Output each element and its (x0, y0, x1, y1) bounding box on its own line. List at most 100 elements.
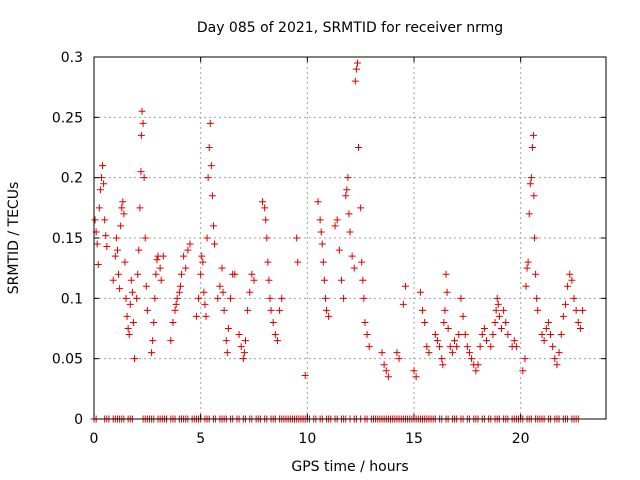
axis-ticks: 0 5 10 15 20 0 0.05 0.1 0.15 0.2 0.25 0.3 (52, 50, 606, 447)
data-point (95, 204, 103, 212)
data-point (208, 192, 216, 200)
data-point (131, 355, 139, 363)
data-point (495, 312, 503, 320)
data-point (530, 192, 538, 200)
data-point (204, 174, 212, 182)
data-point (561, 300, 569, 308)
data-point (555, 349, 563, 357)
data-point (333, 216, 341, 224)
y-tick-label: 0.3 (61, 50, 83, 66)
data-point (301, 372, 309, 380)
data-point (231, 270, 239, 278)
data-point (361, 318, 369, 326)
data-point (157, 276, 165, 284)
x-tick-label: 0 (90, 431, 99, 447)
data-point (241, 337, 249, 345)
x-tick-label: 5 (196, 431, 205, 447)
data-point (525, 210, 533, 218)
data-point (500, 306, 508, 314)
data-point (119, 198, 127, 206)
data-point (206, 119, 214, 127)
data-point (150, 318, 158, 326)
data-point (487, 343, 495, 351)
data-point (472, 367, 480, 375)
data-point (152, 270, 160, 278)
data-point (337, 276, 345, 284)
data-point (502, 318, 510, 326)
data-point (523, 264, 531, 272)
data-point (186, 240, 194, 248)
data-point (320, 276, 328, 284)
data-point (121, 258, 129, 266)
data-point (476, 343, 484, 351)
data-point (120, 210, 128, 218)
data-points (90, 59, 587, 423)
data-point (448, 349, 456, 357)
data-point (317, 228, 325, 236)
data-point (143, 306, 151, 314)
data-point (351, 77, 359, 85)
data-point (346, 228, 354, 236)
x-tick-label: 15 (405, 431, 423, 447)
data-point (136, 204, 144, 212)
data-point (244, 306, 252, 314)
x-tick-label: 10 (298, 431, 316, 447)
data-point (551, 355, 559, 363)
data-point (239, 355, 247, 363)
data-point (141, 234, 149, 242)
data-point (566, 270, 574, 278)
data-point (171, 306, 179, 314)
data-point (173, 294, 181, 302)
data-point (314, 198, 322, 206)
data-point (325, 312, 333, 320)
data-point (538, 331, 546, 339)
data-point (278, 294, 286, 302)
data-point (220, 306, 228, 314)
data-point (534, 306, 542, 314)
data-point (294, 258, 302, 266)
y-tick-label: 0.15 (52, 231, 83, 247)
data-point (492, 306, 500, 314)
data-point (227, 294, 235, 302)
data-point (235, 331, 243, 339)
data-point (331, 222, 339, 230)
data-point (522, 282, 530, 290)
data-point (439, 361, 447, 369)
data-point (533, 294, 541, 302)
data-point (323, 306, 331, 314)
data-point (246, 288, 254, 296)
data-point (345, 210, 353, 218)
data-point (169, 318, 177, 326)
data-point (219, 288, 227, 296)
data-point (504, 331, 512, 339)
data-point (521, 355, 529, 363)
data-point (127, 276, 135, 284)
y-axis-title: SRMTID / TECUs (6, 182, 22, 295)
y-tick-label: 0.25 (52, 110, 83, 126)
data-point (250, 276, 258, 284)
data-point (259, 198, 267, 206)
data-point (184, 246, 192, 254)
data-point (198, 252, 206, 260)
data-point (103, 242, 111, 250)
data-point (94, 261, 102, 269)
data-point (123, 312, 131, 320)
data-point (438, 355, 446, 363)
data-point (455, 331, 463, 339)
data-point (156, 264, 164, 272)
data-point (474, 361, 482, 369)
data-point (363, 331, 371, 339)
data-point (125, 331, 133, 339)
data-point (572, 306, 580, 314)
data-point (97, 174, 105, 182)
data-point (527, 174, 535, 182)
data-point (319, 258, 327, 266)
data-point (153, 256, 161, 264)
data-point (570, 294, 578, 302)
data-point (401, 282, 409, 290)
data-point (446, 343, 454, 351)
data-point (384, 373, 392, 381)
data-point (574, 318, 582, 326)
data-point (96, 186, 104, 194)
